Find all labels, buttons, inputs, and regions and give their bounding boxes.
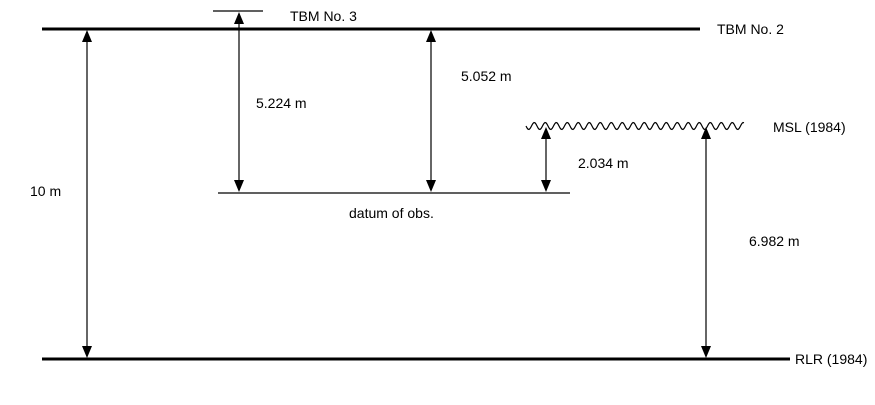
tbm3-datum-arrow-top [234, 12, 244, 24]
total-arrow-top [82, 30, 92, 42]
msl-wavy-line [525, 121, 745, 131]
tbm2-label: TBM No. 2 [717, 21, 784, 37]
tbm2-datum-arrow-top [426, 30, 436, 42]
msl-rlr-measurement-label: 6.982 m [749, 233, 800, 249]
tbm2-datum-measurement-label: 5.052 m [461, 68, 512, 84]
tbm2-datum-arrow-bottom [426, 180, 436, 192]
rlr-label: RLR (1984) [795, 351, 867, 367]
tbm3-datum-measurement-label: 5.224 m [256, 95, 307, 111]
msl-datum-arrow-bottom [541, 180, 551, 192]
tbm3-datum-arrow-bottom [234, 180, 244, 192]
msl-label: MSL (1984) [773, 119, 846, 135]
datum-label: datum of obs. [349, 205, 434, 221]
msl-rlr-arrow-bottom [701, 346, 711, 358]
msl-datum-measurement-label: 2.034 m [578, 155, 629, 171]
tbm3-label: TBM No. 3 [290, 8, 357, 24]
total-measurement-label: 10 m [30, 183, 61, 199]
msl-datum-arrow-top [541, 127, 551, 139]
msl-rlr-arrow-top [701, 127, 711, 139]
total-arrow-bottom [82, 346, 92, 358]
